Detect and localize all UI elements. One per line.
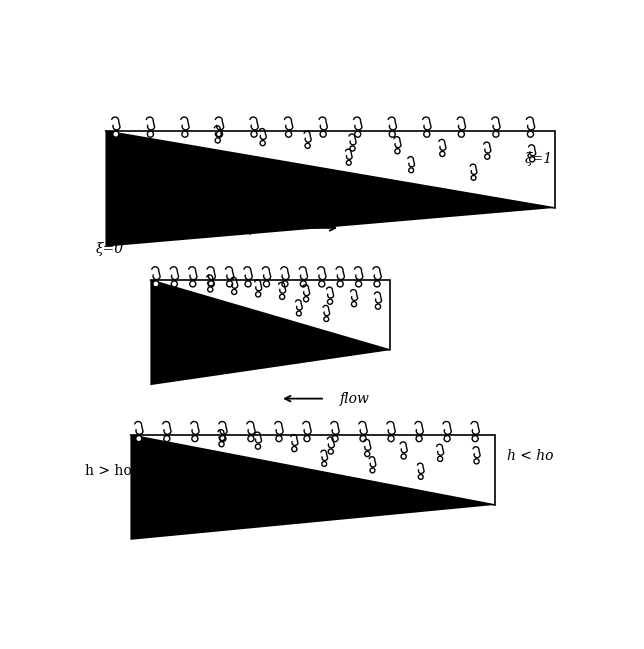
Circle shape <box>182 131 188 137</box>
Circle shape <box>279 294 285 299</box>
Circle shape <box>136 435 142 442</box>
Polygon shape <box>151 280 390 350</box>
Circle shape <box>263 281 269 287</box>
Circle shape <box>485 154 490 159</box>
Circle shape <box>248 435 254 442</box>
Circle shape <box>256 444 261 449</box>
Circle shape <box>440 151 445 156</box>
Circle shape <box>171 281 177 287</box>
Circle shape <box>337 281 343 287</box>
Circle shape <box>276 435 282 442</box>
Polygon shape <box>130 435 495 505</box>
Circle shape <box>256 292 261 297</box>
Circle shape <box>355 281 362 287</box>
Circle shape <box>360 435 366 442</box>
Circle shape <box>493 131 499 137</box>
Circle shape <box>227 281 232 287</box>
Circle shape <box>216 131 223 137</box>
Text: flow: flow <box>340 391 370 406</box>
Circle shape <box>215 138 220 143</box>
Circle shape <box>304 435 310 442</box>
Polygon shape <box>130 435 495 540</box>
Circle shape <box>220 435 226 442</box>
Circle shape <box>424 131 430 137</box>
Circle shape <box>472 435 478 442</box>
Circle shape <box>388 435 394 442</box>
Circle shape <box>370 468 375 473</box>
Circle shape <box>208 281 214 287</box>
Circle shape <box>219 441 224 447</box>
Circle shape <box>322 461 327 467</box>
Circle shape <box>395 149 400 154</box>
Circle shape <box>327 299 333 304</box>
Circle shape <box>282 281 288 287</box>
Circle shape <box>324 317 328 321</box>
Circle shape <box>401 454 406 459</box>
Circle shape <box>328 449 334 454</box>
Circle shape <box>471 175 476 180</box>
Circle shape <box>350 146 355 151</box>
Text: h > ho: h > ho <box>86 464 132 478</box>
Circle shape <box>164 435 170 442</box>
Circle shape <box>365 452 370 456</box>
Circle shape <box>245 281 251 287</box>
Circle shape <box>296 311 301 316</box>
Circle shape <box>459 131 464 137</box>
Circle shape <box>346 160 351 165</box>
Circle shape <box>147 131 153 137</box>
Circle shape <box>409 168 413 173</box>
Polygon shape <box>106 130 554 247</box>
Circle shape <box>416 435 422 442</box>
Circle shape <box>190 281 196 287</box>
Circle shape <box>319 281 325 287</box>
Text: flow: flow <box>251 221 280 235</box>
Circle shape <box>232 289 237 295</box>
Circle shape <box>474 459 479 464</box>
Circle shape <box>305 143 310 149</box>
Circle shape <box>389 131 395 137</box>
Circle shape <box>352 302 357 307</box>
Circle shape <box>285 131 292 137</box>
Circle shape <box>192 435 198 442</box>
Text: ξ=1: ξ=1 <box>525 152 553 166</box>
Circle shape <box>153 281 159 287</box>
Circle shape <box>355 131 361 137</box>
Circle shape <box>527 131 533 137</box>
Circle shape <box>529 157 535 162</box>
Polygon shape <box>106 130 554 208</box>
Circle shape <box>332 435 338 442</box>
Circle shape <box>300 281 307 287</box>
Circle shape <box>303 297 308 302</box>
Circle shape <box>251 131 257 137</box>
Circle shape <box>320 131 326 137</box>
Text: h < ho: h < ho <box>507 449 554 463</box>
Text: ξ=0: ξ=0 <box>95 242 124 256</box>
Circle shape <box>207 287 213 292</box>
Polygon shape <box>151 280 390 385</box>
Circle shape <box>437 456 442 461</box>
Circle shape <box>419 474 423 480</box>
Circle shape <box>292 447 297 452</box>
Circle shape <box>260 141 265 145</box>
Circle shape <box>375 304 381 309</box>
Circle shape <box>444 435 450 442</box>
Circle shape <box>113 131 119 137</box>
Circle shape <box>374 281 380 287</box>
